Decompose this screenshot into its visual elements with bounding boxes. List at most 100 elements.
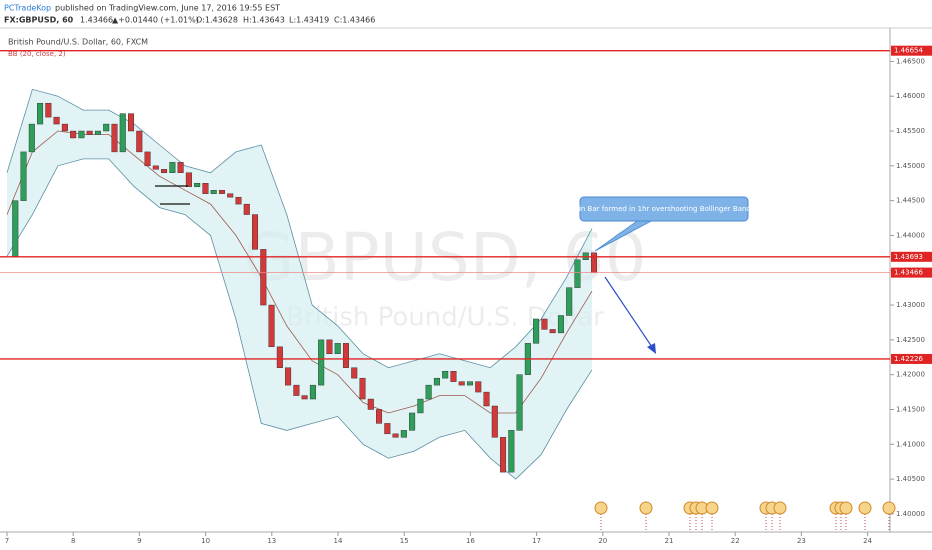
candle <box>301 395 308 400</box>
event-icon <box>882 501 896 515</box>
candle <box>177 162 184 173</box>
y-tick-label: 1.43000 <box>896 301 925 309</box>
level-label: 1.43693 <box>894 253 923 261</box>
x-tick-label: 7 <box>5 537 9 545</box>
candle <box>202 183 209 194</box>
y-tick-label: 1.40500 <box>896 475 925 483</box>
y-tick-label: 1.45000 <box>896 162 925 170</box>
x-tick-label: 17 <box>532 537 541 545</box>
candle <box>161 169 168 173</box>
candle <box>425 384 432 400</box>
low: L:1.43419 <box>289 16 329 25</box>
author[interactable]: PCTradeKop <box>4 4 51 13</box>
band-upper <box>6 88 593 369</box>
event-icon <box>594 501 608 515</box>
band-fill <box>7 89 592 480</box>
x-tick-label: 21 <box>665 537 674 545</box>
x-tick-label: 22 <box>731 537 740 545</box>
x-tick-label: 16 <box>466 537 475 545</box>
event-icon <box>639 501 653 515</box>
symbol: FX:GBPUSD, 60 <box>4 16 74 25</box>
candle <box>359 377 366 400</box>
y-tick-label: 1.45500 <box>896 127 925 135</box>
candle <box>37 102 44 125</box>
candle <box>318 339 325 386</box>
candle <box>591 252 598 273</box>
y-tick-label: 1.40000 <box>896 510 925 518</box>
candle <box>293 384 300 396</box>
level-tag <box>891 45 932 56</box>
candle <box>491 405 498 438</box>
candle <box>392 433 399 438</box>
candle <box>12 200 19 257</box>
candle <box>227 193 234 198</box>
y-tick-label: 1.42000 <box>896 371 925 379</box>
y-tick-label: 1.42500 <box>896 336 925 344</box>
x-tick-label: 20 <box>598 537 607 545</box>
event-icon <box>839 501 853 515</box>
close: C:1.43466 <box>334 16 375 25</box>
candle <box>433 377 440 386</box>
candle <box>458 381 465 386</box>
candle <box>309 384 316 400</box>
candle <box>285 367 292 386</box>
indicator: BB (20, close, 2) <box>8 50 66 58</box>
candle <box>111 123 118 153</box>
level-label: 1.42226 <box>894 355 923 363</box>
candle <box>94 130 101 135</box>
candle <box>152 165 159 170</box>
change: ▲+0.01440 (+1.01%) <box>112 16 199 25</box>
event-icon <box>773 501 787 515</box>
x-tick-label: 10 <box>201 537 210 545</box>
level-label: 1.43466 <box>894 269 923 277</box>
candle <box>541 318 548 330</box>
candle <box>235 196 242 205</box>
candle <box>574 259 581 288</box>
y-tick-label: 1.41000 <box>896 440 925 448</box>
event-icon <box>705 501 719 515</box>
open: O:1.43628 <box>196 16 238 25</box>
candle <box>342 343 349 368</box>
candle <box>103 123 110 132</box>
candle <box>260 249 267 306</box>
x-tick-label: 23 <box>797 537 806 545</box>
candle <box>500 437 507 473</box>
candle <box>78 130 85 139</box>
candle <box>28 123 35 153</box>
candle <box>128 113 135 132</box>
candle <box>533 318 540 344</box>
candle <box>210 189 217 194</box>
candle <box>20 151 27 201</box>
candle <box>276 346 283 368</box>
y-tick-label: 1.46500 <box>896 57 925 65</box>
candle <box>384 423 391 435</box>
candle <box>119 113 126 153</box>
chart-title: British Pound/U.S. Dollar, 60, FXCM <box>8 38 148 47</box>
candle <box>351 367 358 379</box>
candle <box>417 398 424 414</box>
y-tick-label: 1.44500 <box>896 197 925 205</box>
candle <box>86 130 93 135</box>
candle <box>169 162 176 173</box>
candle <box>508 430 515 473</box>
candle <box>549 329 556 334</box>
candle <box>450 370 457 382</box>
candle <box>70 130 77 139</box>
band-lower <box>6 158 593 480</box>
candle <box>367 398 374 410</box>
candle <box>400 430 407 438</box>
candle <box>442 370 449 379</box>
callout-box <box>579 196 749 222</box>
candle <box>61 123 68 132</box>
y-tick-label: 1.46000 <box>896 92 925 100</box>
level-tag <box>891 267 932 278</box>
candle <box>218 189 225 194</box>
annotation: Pin Bar formed in 1hr overshooting Bolli… <box>575 205 753 213</box>
candle <box>376 409 383 424</box>
candle <box>185 172 192 187</box>
x-tick-label: 9 <box>137 537 141 545</box>
candle <box>194 183 201 187</box>
candle <box>557 315 564 334</box>
